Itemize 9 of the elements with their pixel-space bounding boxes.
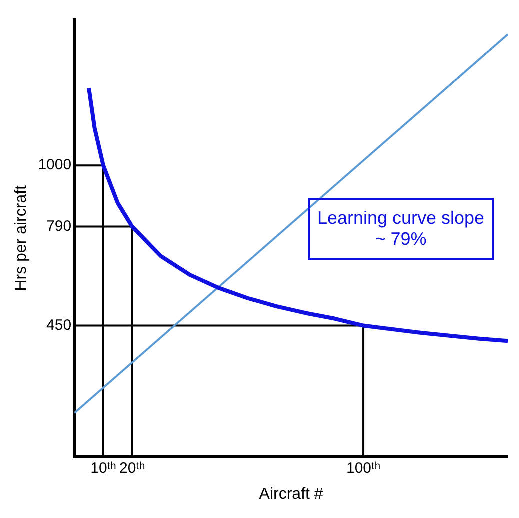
y-axis-title: Hrs per aircraft xyxy=(13,184,30,292)
y-tick-label: 450 xyxy=(46,316,72,334)
x-tick-label: 10ᵗʰ xyxy=(90,460,117,477)
x-axis-title: Aircraft # xyxy=(259,486,324,503)
x-tick-label: 100ᵗʰ xyxy=(346,460,381,477)
x-tick-label: 20ᵗʰ xyxy=(119,460,146,477)
annotation: Learning curve slope ~ 79% xyxy=(308,198,494,260)
y-tick-label: 1000 xyxy=(38,156,72,174)
y-tick-label: 790 xyxy=(46,218,72,235)
